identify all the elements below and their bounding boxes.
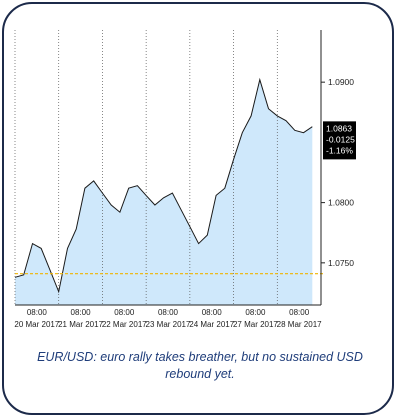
x-date-label: 21 Mar 2017: [58, 320, 103, 329]
x-date-label: 27 Mar 2017: [233, 320, 278, 329]
x-time-label: 08:00: [202, 308, 223, 317]
plot-area: 1.0750 1.0800 1.0900 08:00 20 Mar 2017 08:00 2…: [14, 30, 356, 329]
last-price-box: [323, 121, 356, 160]
chart-frame: [2, 2, 394, 415]
pct-change-label: -1.16%: [326, 145, 353, 155]
x-time-label: 08:00: [71, 308, 92, 317]
change-label: -0.0125: [326, 134, 355, 144]
y-tick-label: 1.0900: [328, 77, 354, 87]
x-time-label: 08:00: [27, 308, 48, 317]
x-date-label: 28 Mar 2017: [277, 320, 322, 329]
x-date-label: 23 Mar 2017: [146, 320, 191, 329]
caption-line-1: EUR/USD: euro rally takes breather, but …: [37, 350, 363, 364]
x-time-label: 08:00: [114, 308, 135, 317]
price-area-fill: [15, 79, 313, 305]
x-time-label: 08:00: [289, 308, 310, 317]
eurusd-chart: 1.0750 1.0800 1.0900 08:00 20 Mar 2017 08:00 2…: [14, 30, 356, 329]
y-tick-label: 1.0750: [328, 258, 354, 268]
x-date-label: 20 Mar 2017: [14, 320, 59, 329]
x-time-label: 08:00: [158, 308, 179, 317]
x-date-label: 24 Mar 2017: [189, 320, 234, 329]
x-date-label: 22 Mar 2017: [102, 320, 147, 329]
chart-caption: EUR/USD: euro rally takes breather, but …: [20, 349, 380, 383]
y-tick-label: 1.0800: [328, 198, 354, 208]
caption-line-2: rebound yet.: [165, 367, 235, 381]
price-line: [14, 77, 313, 294]
x-time-label: 08:00: [245, 308, 266, 317]
last-price-label: 1.0863: [326, 123, 352, 133]
